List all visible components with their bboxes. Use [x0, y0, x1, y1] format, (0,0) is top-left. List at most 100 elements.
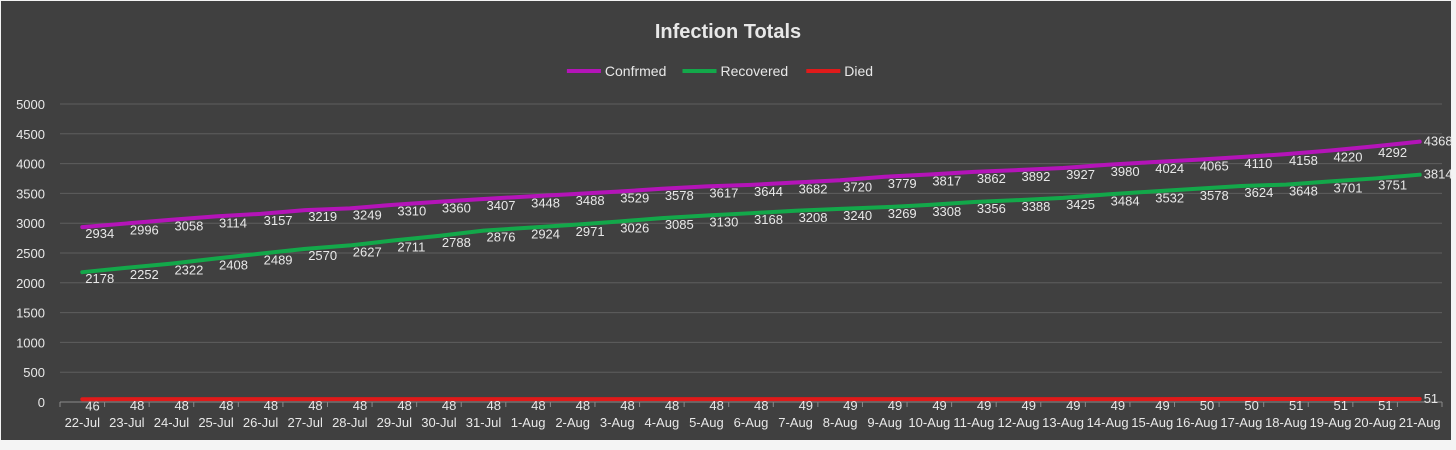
data-label: 3779	[888, 176, 917, 191]
legend-label: Confrmed	[605, 63, 666, 79]
data-label: 2876	[487, 230, 516, 245]
data-label: 49	[1021, 398, 1035, 413]
y-tick-label: 3500	[16, 186, 45, 201]
data-label: 2252	[130, 267, 159, 282]
data-label: 3980	[1111, 164, 1140, 179]
y-tick-label: 5000	[16, 97, 45, 112]
y-tick-label: 2000	[16, 276, 45, 291]
x-tick-label: 8-Aug	[823, 415, 858, 430]
data-label: 48	[754, 398, 768, 413]
data-label: 3114	[219, 215, 247, 230]
data-label: 51	[1334, 398, 1348, 413]
data-label: 46	[85, 398, 99, 413]
data-label: 48	[219, 398, 233, 413]
data-label: 3130	[709, 214, 738, 229]
data-label: 49	[1066, 398, 1080, 413]
x-tick-label: 13-Aug	[1042, 415, 1084, 430]
x-tick-label: 24-Jul	[154, 415, 190, 430]
chart-title: Infection Totals	[655, 21, 801, 43]
data-label: 2788	[442, 235, 471, 250]
x-tick-label: 25-Jul	[198, 415, 234, 430]
data-label: 49	[843, 398, 857, 413]
x-tick-label: 12-Aug	[998, 415, 1040, 430]
data-label: 2489	[264, 253, 293, 268]
y-tick-label: 2500	[16, 246, 45, 261]
data-label: 3751	[1378, 177, 1407, 192]
data-label: 3388	[1021, 199, 1050, 214]
x-tick-label: 23-Jul	[109, 415, 145, 430]
data-label: 3269	[888, 206, 917, 221]
data-label: 48	[353, 398, 367, 413]
data-label: 48	[620, 398, 634, 413]
data-label: 48	[397, 398, 411, 413]
data-label: 48	[130, 398, 144, 413]
data-label: 2178	[85, 271, 114, 286]
data-label: 2711	[397, 239, 425, 254]
data-label: 49	[977, 398, 991, 413]
data-label: 51	[1378, 398, 1392, 413]
x-tick-label: 10-Aug	[908, 415, 950, 430]
data-label: 3168	[754, 212, 783, 227]
data-label: 2322	[174, 263, 203, 278]
data-label: 3310	[397, 204, 426, 219]
data-label: 48	[264, 398, 278, 413]
data-label: 3240	[843, 208, 872, 223]
x-tick-label: 31-Jul	[466, 415, 502, 430]
data-label: 4368	[1424, 134, 1453, 149]
data-label: 3085	[665, 217, 694, 232]
data-label: 3448	[531, 195, 560, 210]
data-label: 49	[932, 398, 946, 413]
data-label: 51	[1424, 391, 1438, 406]
x-tick-label: 6-Aug	[734, 415, 769, 430]
data-label: 3701	[1334, 180, 1363, 195]
data-label: 4220	[1334, 149, 1363, 164]
x-tick-label: 27-Jul	[287, 415, 323, 430]
data-label: 3617	[709, 185, 738, 200]
x-tick-label: 5-Aug	[689, 415, 724, 430]
data-label: 48	[709, 398, 723, 413]
legend-label: Died	[844, 63, 873, 79]
x-tick-label: 18-Aug	[1265, 415, 1307, 430]
data-label: 49	[1111, 398, 1125, 413]
data-label: 2408	[219, 257, 248, 272]
x-tick-label: 17-Aug	[1220, 415, 1262, 430]
data-label: 3026	[620, 221, 649, 236]
data-label: 51	[1289, 398, 1303, 413]
x-tick-label: 26-Jul	[243, 415, 279, 430]
data-label: 3648	[1289, 184, 1318, 199]
x-tick-label: 11-Aug	[953, 415, 994, 430]
data-label: 3219	[308, 209, 337, 224]
x-tick-label: 22-Jul	[65, 415, 101, 430]
y-tick-label: 4000	[16, 157, 45, 172]
data-label: 3308	[932, 204, 961, 219]
data-label: 3682	[799, 182, 828, 197]
y-tick-label: 3000	[16, 216, 45, 231]
data-label: 2996	[130, 222, 159, 237]
data-label: 3208	[799, 210, 828, 225]
data-label: 50	[1244, 398, 1258, 413]
data-label: 3058	[174, 219, 203, 234]
y-tick-label: 4500	[16, 127, 45, 142]
data-label: 3425	[1066, 197, 1095, 212]
data-label: 48	[487, 398, 501, 413]
data-label: 3578	[1200, 188, 1229, 203]
data-label: 48	[665, 398, 679, 413]
data-label: 3484	[1111, 193, 1140, 208]
data-label: 3927	[1066, 167, 1095, 182]
x-tick-label: 1-Aug	[511, 415, 546, 430]
y-tick-label: 500	[23, 365, 45, 380]
data-label: 3578	[665, 188, 694, 203]
data-label: 4110	[1244, 156, 1272, 171]
data-label: 4024	[1155, 161, 1184, 176]
y-tick-label: 0	[38, 395, 45, 410]
x-tick-label: 28-Jul	[332, 415, 368, 430]
data-label: 48	[442, 398, 456, 413]
x-tick-label: 30-Jul	[421, 415, 457, 430]
data-label: 48	[308, 398, 322, 413]
data-label: 4158	[1289, 153, 1318, 168]
data-label: 2570	[308, 248, 337, 263]
x-tick-label: 19-Aug	[1310, 415, 1352, 430]
data-label: 3862	[977, 171, 1006, 186]
data-label: 50	[1200, 398, 1214, 413]
